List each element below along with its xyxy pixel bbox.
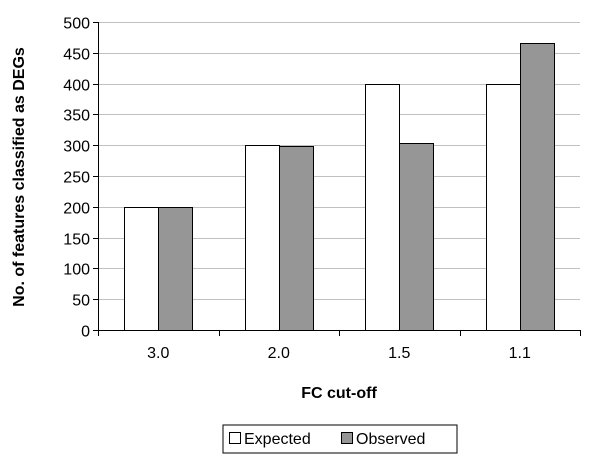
bar-expected-2.0 xyxy=(245,145,280,331)
y-tick-label-500: 500 xyxy=(63,16,90,33)
legend-box xyxy=(222,424,458,454)
x-tick-label-2.0: 2.0 xyxy=(268,345,290,362)
y-tick-label-100: 100 xyxy=(63,262,90,279)
bar-observed-2.0 xyxy=(279,146,314,331)
y-tick-label-250: 250 xyxy=(63,170,90,187)
y-axis-ticks: 0 50 100 150 200 250 300 350 400 450 500 xyxy=(63,16,98,341)
y-tick-label-150: 150 xyxy=(63,232,90,249)
y-tick-label-350: 350 xyxy=(63,108,90,125)
y-axis-title: No. of features classified as DEGs xyxy=(11,47,28,307)
x-tick-label-3.0: 3.0 xyxy=(147,345,169,362)
bar-expected-3.0 xyxy=(124,207,159,331)
legend-swatch-expected xyxy=(229,432,241,444)
bar-observed-3.0 xyxy=(158,207,193,331)
legend-label-expected: Expected xyxy=(244,431,311,448)
legend: Expected Observed xyxy=(222,424,458,454)
y-tick-label-450: 450 xyxy=(63,47,90,64)
y-tick-label-300: 300 xyxy=(63,139,90,156)
bar-expected-1.1 xyxy=(486,84,521,331)
legend-swatch-observed xyxy=(341,432,353,444)
legend-label-observed: Observed xyxy=(356,431,425,448)
x-tick-label-1.1: 1.1 xyxy=(509,345,531,362)
bars xyxy=(124,43,555,331)
bar-observed-1.5 xyxy=(399,143,434,331)
y-tick-label-200: 200 xyxy=(63,201,90,218)
x-axis-ticks: 3.0 2.0 1.5 1.1 xyxy=(98,330,581,362)
x-axis-title: FC cut-off xyxy=(301,385,377,402)
y-tick-label-400: 400 xyxy=(63,78,90,95)
x-tick-label-1.5: 1.5 xyxy=(388,345,410,362)
bar-expected-1.5 xyxy=(365,84,400,331)
y-tick-label-0: 0 xyxy=(81,324,90,341)
bar-observed-1.1 xyxy=(520,43,555,331)
y-tick-label-50: 50 xyxy=(72,293,90,310)
